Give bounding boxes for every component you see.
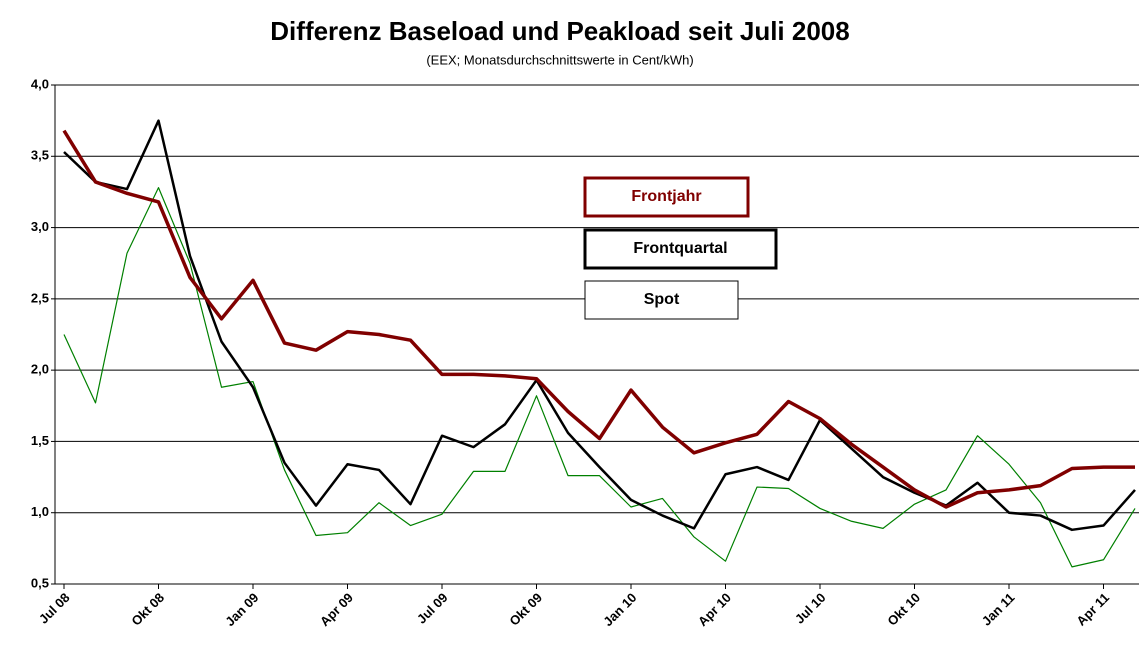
chart-subtitle: (EEX; Monatsdurchschnittswerte in Cent/k…	[426, 52, 693, 67]
legend-label: Spot	[644, 291, 680, 308]
series-line	[63, 187, 1136, 568]
series-line	[63, 119, 1136, 532]
y-tick-label: 0,5	[31, 575, 49, 590]
x-tick-label: Jul 10	[792, 590, 829, 627]
x-tick-label: Okt 08	[128, 590, 167, 629]
y-tick-label: 2,5	[31, 290, 49, 305]
x-tick-label: Jul 08	[36, 590, 73, 627]
x-tick-label: Okt 09	[506, 590, 545, 629]
y-tick-label: 1,5	[31, 433, 49, 448]
x-tick-label: Apr 11	[1073, 590, 1112, 629]
series-line	[62, 129, 1135, 509]
legend-box	[583, 176, 750, 218]
y-tick-label: 4,0	[31, 76, 49, 91]
x-tick-label: Jul 09	[414, 590, 451, 627]
x-tick-label: Okt 10	[884, 590, 923, 629]
x-tick-label: Apr 10	[695, 590, 734, 629]
y-tick-label: 1,0	[31, 504, 49, 519]
x-tick-label: Jan 10	[600, 590, 639, 629]
legend-label: Frontquartal	[633, 240, 727, 257]
legend-box	[584, 280, 739, 320]
x-tick-label: Apr 09	[317, 590, 356, 629]
legend-box	[583, 228, 778, 270]
x-tick-label: Jan 09	[222, 590, 261, 629]
y-tick-label: 3,5	[31, 148, 49, 163]
y-tick-label: 2,0	[31, 362, 49, 377]
chart-title: Differenz Baseload und Peakload seit Jul…	[270, 16, 849, 46]
x-tick-label: Jan 11	[979, 590, 1018, 629]
y-tick-label: 3,0	[31, 219, 49, 234]
legend-label: Frontjahr	[631, 188, 701, 205]
